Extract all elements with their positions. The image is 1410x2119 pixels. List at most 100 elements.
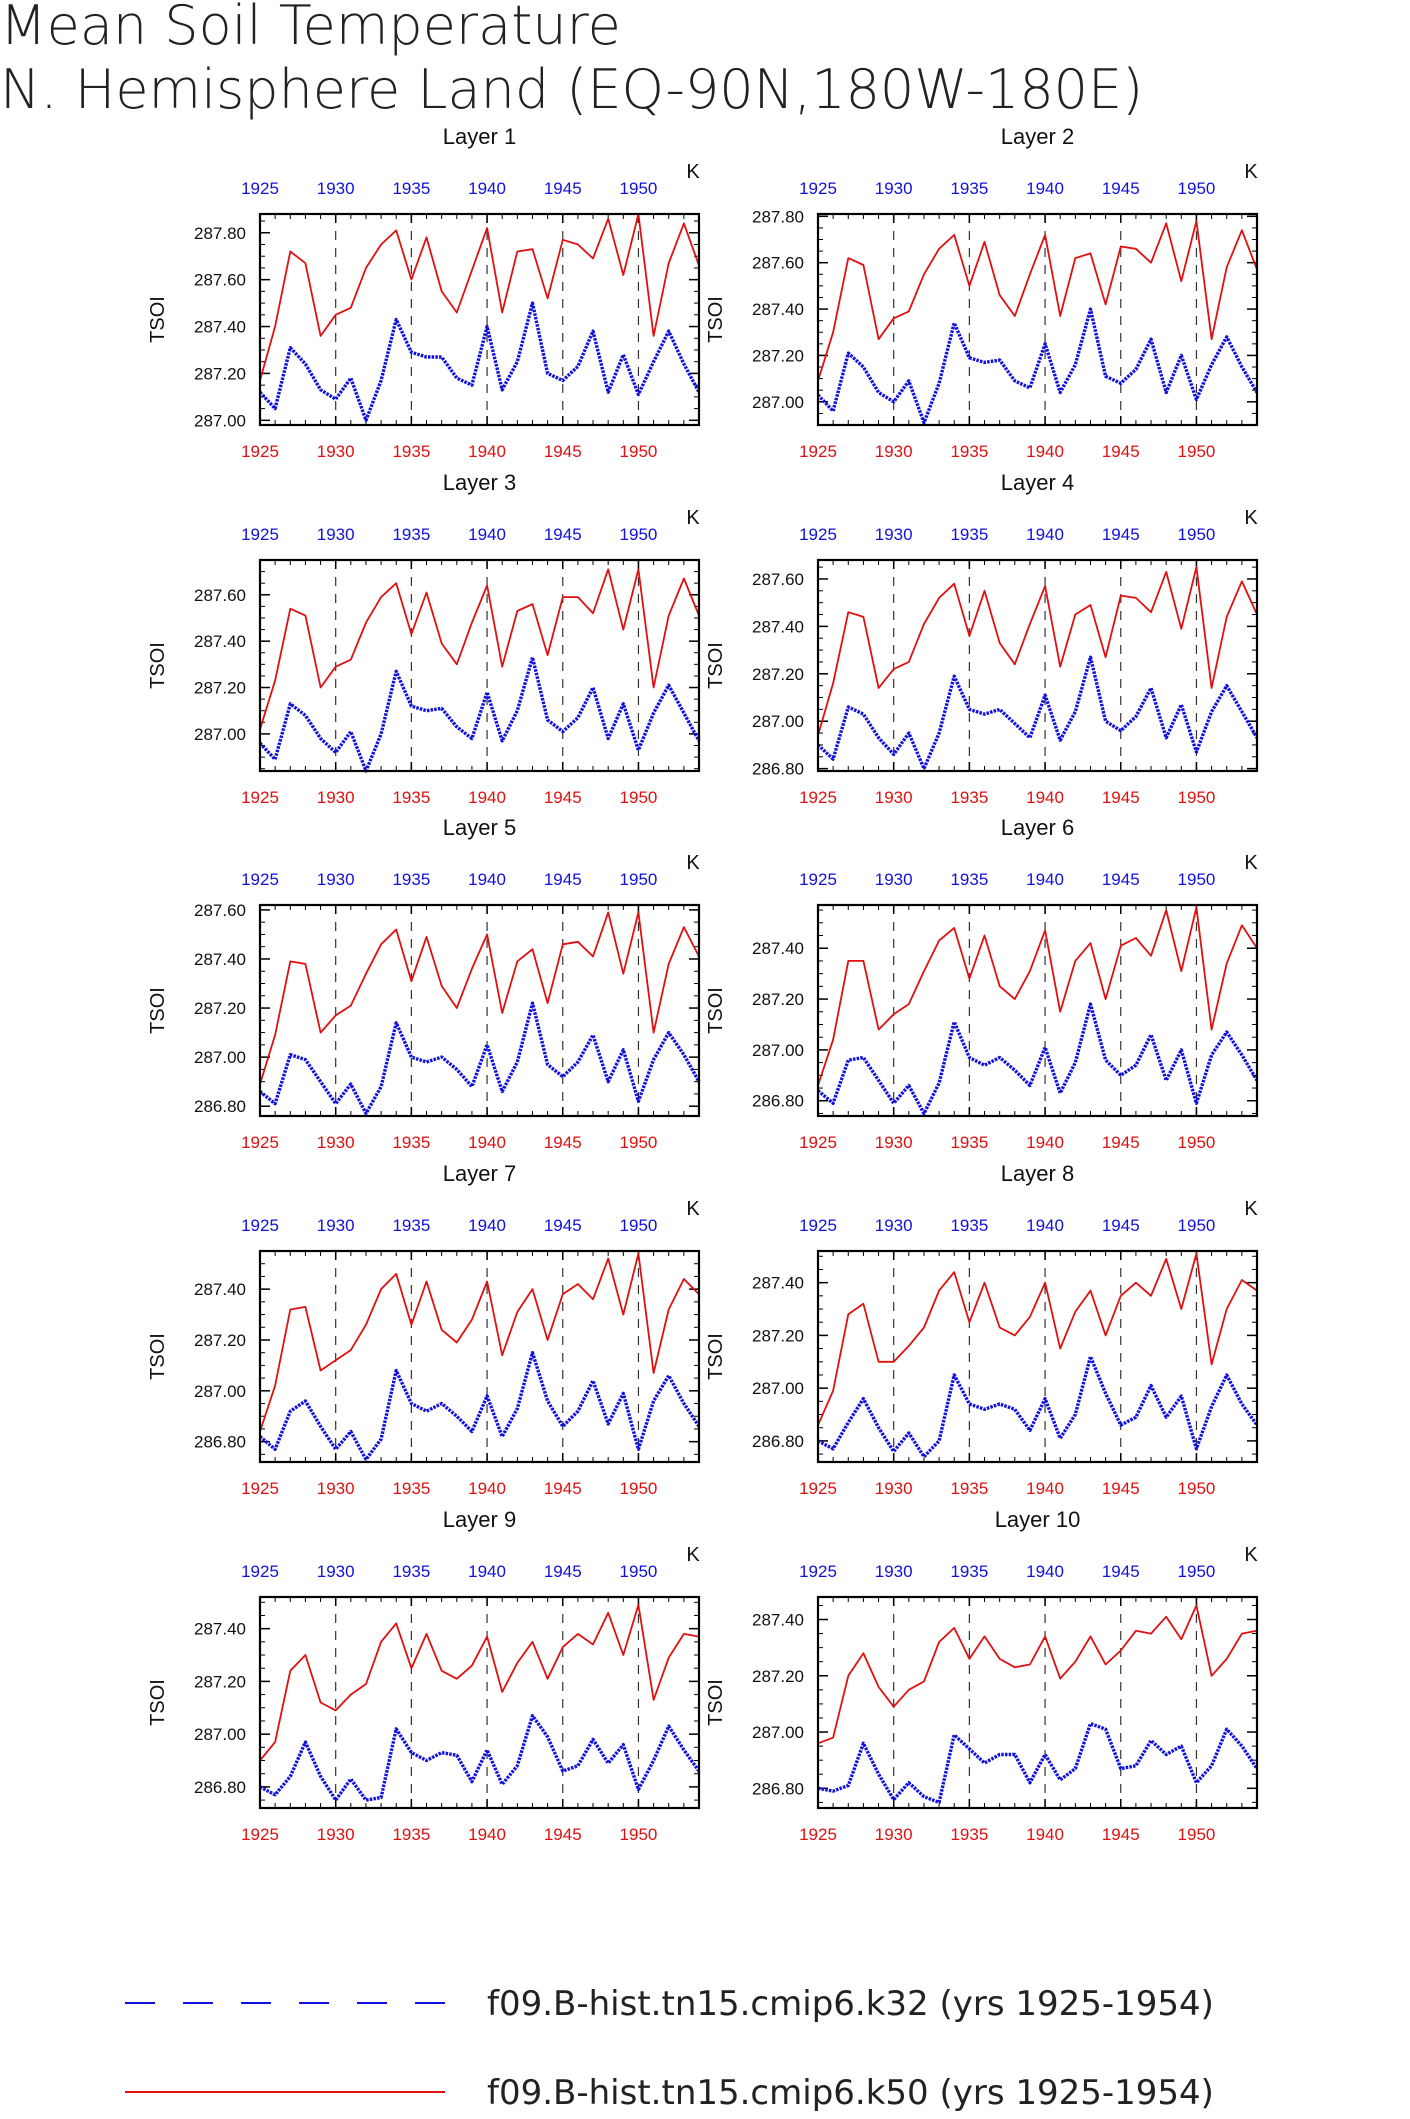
y-tick-label: 287.80 — [194, 224, 246, 243]
x-tick-label-top: 1925 — [241, 1562, 279, 1581]
series-line-k32 — [258, 1350, 701, 1462]
x-tick-label-bottom: 1940 — [468, 1133, 506, 1152]
x-tick-label-bottom: 1940 — [1026, 788, 1064, 807]
x-tick-label-top: 1940 — [468, 1216, 506, 1235]
y-axis-label: TSOI — [705, 1333, 727, 1380]
unit-label: K — [1244, 1544, 1258, 1566]
series-line-k50 — [817, 1252, 1258, 1426]
y-tick-label: 287.20 — [194, 999, 246, 1018]
x-tick-label-top: 1950 — [620, 525, 658, 544]
x-tick-label-top: 1950 — [620, 870, 658, 889]
x-tick-label-bottom: 1950 — [620, 788, 658, 807]
x-tick-label-top: 1940 — [1026, 525, 1064, 544]
y-tick-label: 287.60 — [194, 271, 246, 290]
plot-frame — [258, 212, 701, 427]
y-tick-label: 287.00 — [194, 411, 246, 430]
x-tick-label-bottom: 1930 — [317, 442, 355, 461]
plot-frame — [258, 558, 701, 773]
x-tick-label-top: 1935 — [392, 1562, 430, 1581]
x-tick-label-bottom: 1930 — [317, 788, 355, 807]
x-tick-label-top: 1930 — [875, 1562, 913, 1581]
x-tick-label-bottom: 1930 — [317, 1479, 355, 1498]
x-tick-label-top: 1930 — [317, 525, 355, 544]
x-tick-label-bottom: 1925 — [241, 788, 279, 807]
x-tick-label-top: 1940 — [468, 870, 506, 889]
x-tick-label-top: 1940 — [468, 179, 506, 198]
x-tick-label-bottom: 1950 — [620, 1133, 658, 1152]
series-line-k50 — [817, 566, 1258, 736]
series-line-k32 — [258, 655, 701, 773]
y-tick-label: 287.00 — [194, 1382, 246, 1401]
y-tick-label: 287.20 — [194, 679, 246, 698]
legend: f09.B-hist.tn15.cmip6.k32 (yrs 1925-1954… — [125, 1984, 1214, 2113]
panel-title: Layer 4 — [1001, 470, 1074, 495]
x-tick-label-top: 1950 — [620, 1216, 658, 1235]
x-tick-label-bottom: 1925 — [799, 1479, 837, 1498]
y-axis-label: TSOI — [147, 296, 169, 343]
y-tick-label: 287.20 — [194, 1331, 246, 1350]
x-tick-label-bottom: 1925 — [799, 1825, 837, 1844]
x-tick-label-top: 1935 — [392, 525, 430, 544]
x-tick-label-top: 1950 — [1178, 1216, 1216, 1235]
x-tick-label-bottom: 1950 — [620, 1825, 658, 1844]
x-tick-label-bottom: 1925 — [241, 1479, 279, 1498]
series-line-k50 — [817, 906, 1258, 1086]
x-tick-label-top: 1945 — [544, 870, 582, 889]
y-tick-label: 287.20 — [752, 665, 804, 684]
plot-frame — [816, 558, 1259, 773]
y-tick-label: 287.20 — [752, 990, 804, 1009]
series-line-k32 — [816, 655, 1259, 771]
y-tick-label: 287.20 — [194, 1672, 246, 1691]
plot-frame — [258, 903, 701, 1118]
x-tick-label-top: 1945 — [1102, 179, 1140, 198]
y-tick-label: 287.40 — [752, 939, 804, 958]
y-tick-label: 287.40 — [752, 1274, 804, 1293]
y-tick-label: 287.00 — [752, 1041, 804, 1060]
panels: Layer 1 K TSOI 1925 1925 1930 1930 1935 1935 1940… — [147, 124, 1259, 1844]
x-tick-label-bottom: 1950 — [1178, 1479, 1216, 1498]
x-tick-label-bottom: 1945 — [544, 1825, 582, 1844]
plot-frame — [258, 1249, 701, 1464]
x-tick-label-top: 1950 — [620, 179, 658, 198]
series-line-k50 — [259, 1604, 700, 1762]
plot-frame — [816, 212, 1259, 427]
x-tick-label-bottom: 1945 — [1102, 1133, 1140, 1152]
panel-title: Layer 2 — [1001, 124, 1074, 149]
x-tick-label-bottom: 1930 — [875, 1133, 913, 1152]
unit-label: K — [1244, 161, 1258, 183]
x-tick-label-bottom: 1940 — [468, 1825, 506, 1844]
x-tick-label-top: 1935 — [950, 525, 988, 544]
unit-label: K — [686, 852, 700, 874]
x-tick-label-top: 1935 — [392, 1216, 430, 1235]
x-tick-label-top: 1940 — [1026, 1216, 1064, 1235]
panel-title: Layer 8 — [1001, 1161, 1074, 1186]
x-tick-label-bottom: 1930 — [875, 1825, 913, 1844]
x-tick-label-bottom: 1925 — [241, 1133, 279, 1152]
x-tick-label-bottom: 1940 — [468, 442, 506, 461]
legend-label-k50: f09.B-hist.tn15.cmip6.k50 (yrs 1925-1954… — [487, 2073, 1214, 2113]
x-tick-label-bottom: 1950 — [1178, 1133, 1216, 1152]
y-axis-label: TSOI — [147, 1679, 169, 1726]
plot-frame — [816, 1595, 1259, 1810]
x-tick-label-top: 1930 — [875, 1216, 913, 1235]
unit-label: K — [686, 1544, 700, 1566]
x-tick-label-bottom: 1935 — [392, 442, 430, 461]
x-tick-label-top: 1925 — [799, 1562, 837, 1581]
x-tick-label-bottom: 1935 — [950, 788, 988, 807]
x-tick-label-top: 1950 — [1178, 1562, 1216, 1581]
x-tick-label-top: 1940 — [468, 525, 506, 544]
x-tick-label-top: 1950 — [1178, 870, 1216, 889]
y-tick-label: 286.80 — [752, 1779, 804, 1798]
x-tick-label-top: 1930 — [317, 1562, 355, 1581]
y-tick-label: 286.80 — [752, 1432, 804, 1451]
x-tick-label-bottom: 1935 — [950, 1133, 988, 1152]
y-tick-label: 287.40 — [194, 1280, 246, 1299]
y-tick-label: 287.40 — [194, 318, 246, 337]
panel-title: Layer 7 — [443, 1161, 516, 1186]
unit-label: K — [686, 161, 700, 183]
x-tick-label-top: 1925 — [241, 870, 279, 889]
y-tick-label: 287.40 — [194, 632, 246, 651]
x-tick-label-bottom: 1935 — [392, 1479, 430, 1498]
panel-layer-9: Layer 9 K TSOI 1925 1925 1930 1930 1935 1935 1940… — [147, 1507, 701, 1844]
